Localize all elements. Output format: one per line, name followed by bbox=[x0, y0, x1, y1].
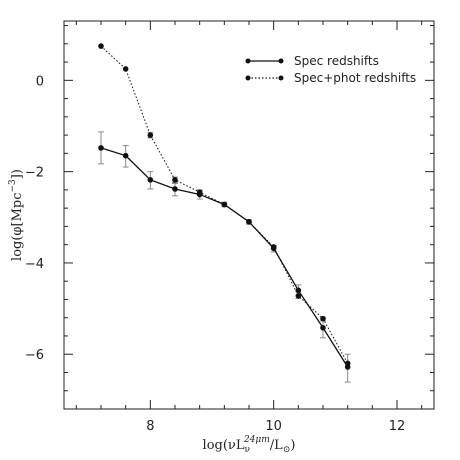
legend-label-1: Spec redshifts bbox=[294, 54, 379, 68]
legend-marker bbox=[245, 58, 251, 64]
legend-marker bbox=[245, 75, 251, 81]
y-tick-label: 0 bbox=[36, 74, 44, 89]
error-bars bbox=[98, 131, 351, 383]
y-tick-label: −6 bbox=[25, 348, 44, 363]
x-tick-label: 8 bbox=[146, 419, 154, 434]
series-2-point bbox=[270, 244, 277, 250]
series-1-point bbox=[147, 177, 154, 183]
series-2-point bbox=[98, 43, 104, 49]
x-axis-title-part-1: log(νL bbox=[203, 438, 245, 453]
y-axis-title-part-1: log(φ[Mpc bbox=[10, 192, 25, 260]
series-1-point bbox=[98, 145, 104, 151]
x-axis-title: log(νLν24μm/L⊙) bbox=[203, 435, 296, 455]
series-2-point bbox=[221, 201, 228, 208]
x-axis-title-sun: ⊙ bbox=[283, 445, 291, 455]
y-tick-label: −2 bbox=[25, 166, 44, 181]
series-2-point bbox=[295, 292, 302, 299]
legend-label-2: Spec+phot redshifts bbox=[294, 71, 416, 85]
series-1-point bbox=[295, 287, 302, 294]
x-tick-label: 10 bbox=[265, 419, 282, 434]
legend: Spec redshifts Spec+phot redshifts bbox=[245, 54, 416, 85]
series-2-point bbox=[344, 360, 351, 367]
x-axis-title-part-2: /L bbox=[270, 438, 283, 453]
y-axis-title-sup: −3 bbox=[8, 179, 18, 193]
series-2-point bbox=[122, 66, 129, 72]
series-2-point bbox=[196, 189, 203, 195]
x-tick-label: 12 bbox=[389, 419, 406, 434]
series-1-point bbox=[122, 152, 129, 159]
legend-marker bbox=[278, 75, 284, 81]
data-points bbox=[98, 43, 351, 370]
series-line-1 bbox=[100, 147, 349, 368]
series-2-point bbox=[246, 219, 252, 225]
y-axis-title: log(φ[Mpc−3]) bbox=[8, 169, 25, 261]
series-1-point bbox=[320, 324, 326, 331]
series-2-point bbox=[320, 315, 326, 322]
legend-marker bbox=[278, 58, 284, 64]
x-axis-title-part-3: ) bbox=[290, 438, 295, 453]
y-axis-title-part-2: ]) bbox=[10, 169, 25, 179]
y-tick-label: −4 bbox=[25, 257, 44, 272]
series-2-point bbox=[172, 177, 178, 183]
axis-ticks: 8 10 12 0 −2 −4 −6 bbox=[25, 21, 434, 434]
x-axis-title-sup: 24μm bbox=[243, 435, 270, 445]
series-2-point bbox=[147, 132, 154, 138]
x-axis-title-sub: ν bbox=[244, 445, 249, 455]
series-1-point bbox=[172, 186, 178, 192]
